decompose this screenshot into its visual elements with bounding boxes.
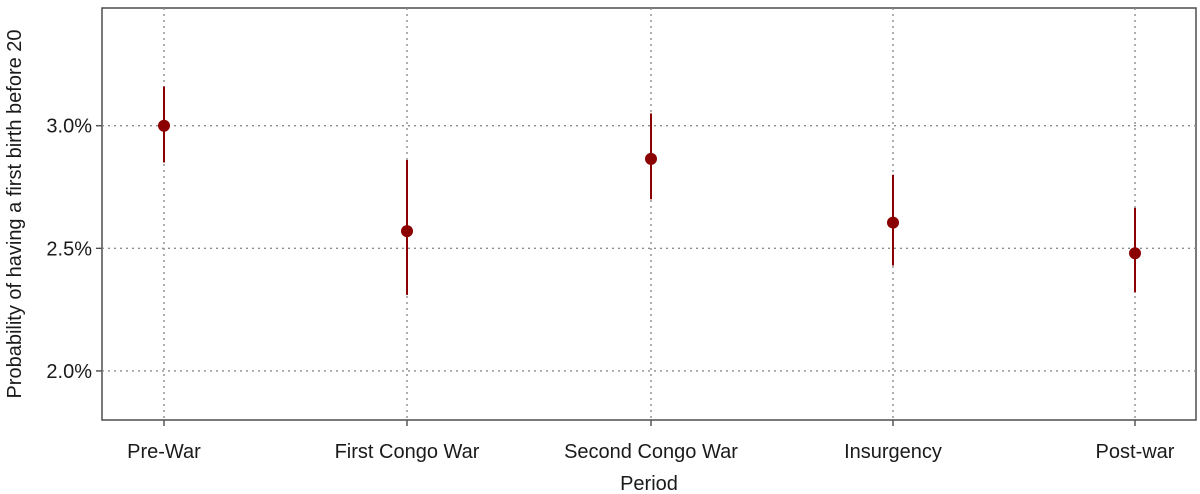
y-axis-title: Probability of having a first birth befo… [4, 29, 26, 398]
x-axis-title: Period [620, 473, 678, 494]
point-estimate [645, 152, 657, 165]
x-tick-label: Pre-War [127, 441, 201, 463]
x-tick-label: Second Congo War [564, 441, 738, 463]
y-tick-label: 2.5% [46, 238, 92, 260]
x-axis-ticks: Pre-War First Congo War Second Congo War In… [127, 420, 1175, 463]
x-tick-label: First Congo War [335, 441, 480, 463]
point-estimate [158, 119, 170, 132]
x-tick-label: Insurgency [844, 441, 942, 463]
point-estimate [887, 216, 899, 229]
data-marks [158, 86, 1141, 295]
y-tick-label: 3.0% [46, 116, 92, 138]
y-axis-ticks: 2.0% 2.5% 3.0% [46, 116, 102, 383]
point-estimate [1129, 247, 1141, 260]
x-tick-label: Post-war [1096, 441, 1175, 463]
y-tick-label: 2.0% [46, 361, 92, 383]
plot-panel [101, 7, 1197, 421]
point-estimate [401, 225, 413, 238]
